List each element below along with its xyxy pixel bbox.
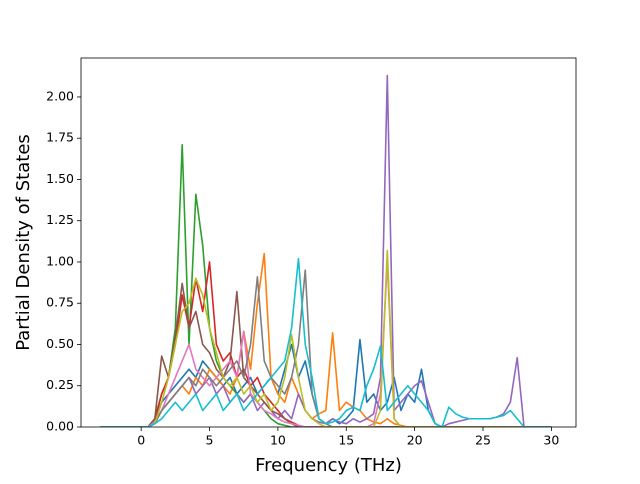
series-line [100,144,552,427]
x-tick-label: 30 [543,433,559,448]
x-tick-label: 15 [338,433,354,448]
plot-frame [80,57,577,428]
x-tick-label: 25 [475,433,491,448]
y-tick-label: 0.50 [46,336,74,351]
x-axis-label: Frequency (THz) [255,455,402,476]
y-tick-label: 0.75 [46,295,74,310]
y-tick-label: 1.75 [46,130,74,145]
series-line [100,257,552,427]
series-line [100,338,552,427]
series-line [100,282,552,427]
y-tick-label: 2.00 [46,88,74,103]
x-tick-label: 20 [407,433,423,448]
y-tick-label: 0.25 [46,377,74,392]
series-line [100,252,552,427]
series-line [100,249,552,427]
y-axis-label: Partial Density of States [13,134,34,351]
x-tick-label: 5 [206,433,214,448]
series-line [100,261,552,427]
y-tick-label: 1.00 [46,253,74,268]
x-tick-label: 0 [137,433,145,448]
y-tick-label: 0.00 [46,419,74,434]
y-tick-label: 1.25 [46,212,74,227]
x-tick-label: 10 [270,433,286,448]
y-tick-label: 1.50 [46,171,74,186]
